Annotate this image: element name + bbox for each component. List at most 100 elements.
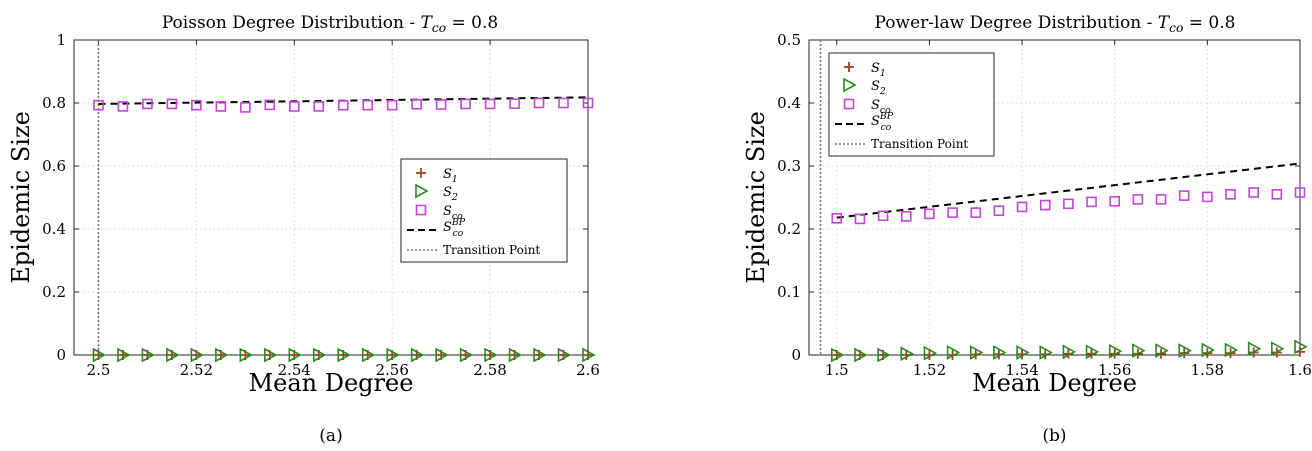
sco-point <box>1016 201 1028 213</box>
legend-s1-label-base: S <box>443 167 452 182</box>
sco-point <box>1063 198 1074 210</box>
sco-point <box>924 208 935 220</box>
legend-s1-label-sub: 1 <box>880 68 886 79</box>
legend-bp-label-sub: co <box>452 228 463 239</box>
legend-s2-marker <box>415 183 429 199</box>
sco-point <box>386 99 398 111</box>
legend-s1-label-base: S <box>871 61 880 76</box>
sco-point <box>1271 189 1283 200</box>
y-tick-label: 0.2 <box>777 220 801 238</box>
legend-s1-label: S1 <box>443 167 458 185</box>
chart-title-math-sub: co <box>1169 21 1183 35</box>
s2-point <box>459 347 474 363</box>
legend-bp-label: SBP co <box>443 217 466 239</box>
s2-point <box>969 345 984 360</box>
s2-point <box>361 347 376 363</box>
sco-point <box>313 101 325 112</box>
chart-title: Power-law Degree Distribution - Tco = 0.… <box>875 13 1236 35</box>
s2-point <box>1155 343 1169 358</box>
s2-point <box>1247 341 1262 357</box>
legend-bp-label: SBP co <box>871 111 894 133</box>
s2-point <box>166 347 180 363</box>
bp-series-line <box>836 162 1301 219</box>
legend-transition-label: Transition Point <box>443 243 540 257</box>
panel-label: (a) <box>319 426 342 446</box>
s2-point <box>1108 343 1123 359</box>
legend-sco-label-sub: co <box>880 105 891 116</box>
sco-point <box>1109 195 1121 207</box>
sco-point <box>240 102 251 113</box>
legend-sco-marker <box>843 98 855 110</box>
legend-transition-label: Transition Point <box>871 137 968 151</box>
y-tick-label: 0.4 <box>42 220 66 238</box>
chart-panel-b: 1.5 1.52 1.54 1.56 1.58 1.6 0 0.1 0.2 0.3 0.4 0.5 Po… <box>742 13 1312 446</box>
x-tick-label: 1.52 <box>913 361 946 379</box>
legend-s2-marker <box>843 77 857 93</box>
s2-point <box>435 347 449 363</box>
legend-bp-label-sup: BP <box>879 111 894 122</box>
y-tick-label: 0.3 <box>777 157 801 175</box>
s2-point <box>1294 339 1308 355</box>
sco-point <box>533 97 545 109</box>
s2-point <box>508 347 523 363</box>
x-axis-label: Mean Degree <box>249 369 414 397</box>
sco-point <box>1225 189 1236 200</box>
x-tick-label: 2.56 <box>375 361 408 379</box>
sco-point <box>264 99 276 111</box>
s2-point <box>1062 344 1077 360</box>
sco-point <box>1039 199 1051 211</box>
s2-point <box>215 347 229 363</box>
s2-point <box>1016 345 1030 360</box>
sco-point <box>947 207 958 218</box>
series-sco <box>831 187 1306 225</box>
sco-point <box>1248 187 1259 198</box>
s2-point <box>1271 341 1285 357</box>
legend-s2-label-base: S <box>443 185 452 200</box>
y-tick-label: 0.5 <box>777 31 801 49</box>
x-tick-label: 2.54 <box>278 361 311 379</box>
s2-point <box>239 347 254 363</box>
s2-point <box>484 347 498 363</box>
sco-point <box>117 101 129 112</box>
chart-panel-a: 2.5 2.52 2.54 2.56 2.58 2.6 0 0.2 0.4 0.6 0.8 1 Pois… <box>7 13 600 446</box>
x-tick-label: 2.58 <box>473 361 506 379</box>
sco-point <box>831 212 843 224</box>
sco-point <box>142 98 153 110</box>
x-axis-label: Mean Degree <box>972 369 1137 397</box>
y-tick-label: 0.1 <box>777 283 801 301</box>
sco-point <box>1294 187 1306 198</box>
s2-point <box>877 347 891 363</box>
sco-point <box>900 211 912 222</box>
legend-bp-label-sup: BP <box>451 217 466 228</box>
s2-point <box>410 347 425 363</box>
legend-sco-label: Sco <box>443 204 463 222</box>
x-tick-label: 2.52 <box>180 361 213 379</box>
sco-point <box>1132 194 1144 205</box>
legend-s1-label-sub: 1 <box>452 174 458 185</box>
x-tick-label: 2.5 <box>87 361 111 379</box>
sco-point <box>854 213 866 225</box>
sco-point <box>362 99 374 111</box>
x-tick-label: 1.6 <box>1288 361 1312 379</box>
sco-point <box>877 210 889 222</box>
s2-point <box>557 347 572 363</box>
legend-s2-label-sub: 2 <box>451 192 458 203</box>
sco-point <box>337 99 349 111</box>
series-s2 <box>830 339 1308 363</box>
s2-point <box>923 345 938 361</box>
s2-point <box>993 345 1007 360</box>
legend-s2-label-base: S <box>871 79 880 94</box>
legend-sco-label-base: S <box>443 204 452 219</box>
legend-sco-label-sub: co <box>452 211 463 222</box>
x-tick-label: 1.54 <box>1005 361 1038 379</box>
chart-title-text: Power-law Degree Distribution - <box>875 13 1158 33</box>
sco-point <box>166 98 178 110</box>
chart-title-math-base: T <box>421 13 434 33</box>
s2-point <box>1132 343 1146 358</box>
s2-point <box>830 347 845 363</box>
y-tick-label: 1 <box>56 31 66 49</box>
s2-point <box>1085 344 1100 360</box>
sco-point <box>435 99 447 110</box>
y-axis-label: Epidemic Size <box>7 111 35 284</box>
